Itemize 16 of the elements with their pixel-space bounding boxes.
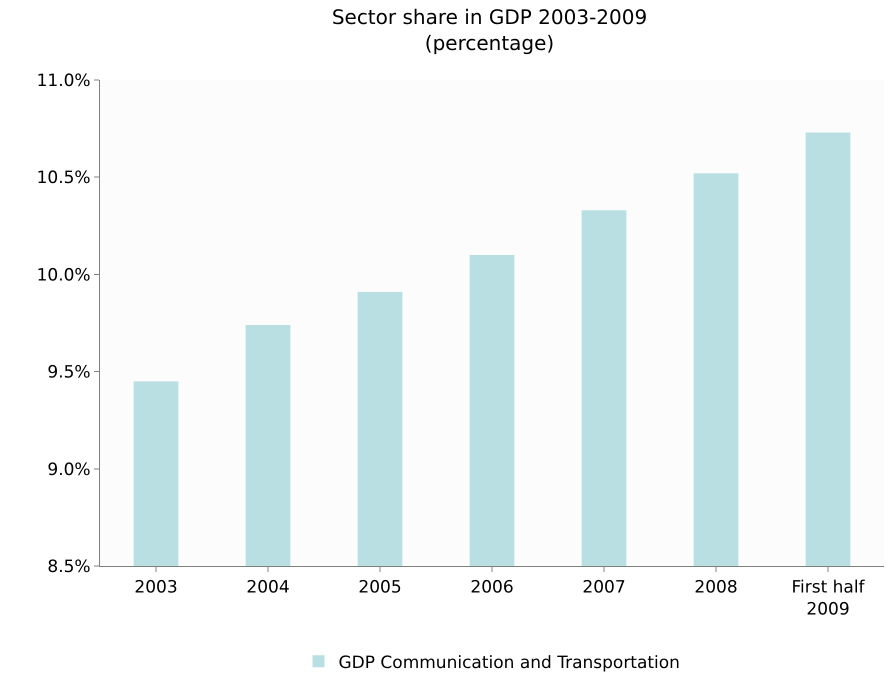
y-tick-label: 10.0% (36, 265, 91, 286)
legend-label: GDP Communication and Transportation (338, 652, 680, 673)
y-tick-label: 9.5% (47, 362, 91, 383)
x-tick-label: 2006 (470, 577, 514, 598)
y-tick-label: 10.5% (36, 168, 91, 188)
x-tick-label: 2007 (582, 577, 626, 598)
y-tick-label: 11.0% (36, 70, 91, 91)
x-tick-label: 2004 (246, 577, 290, 598)
x-tick-label: First half 2009 (791, 577, 866, 620)
y-tick-label: 9.0% (47, 460, 91, 480)
chart-title: Sector share in GDP 2003-2009 (332, 5, 648, 29)
x-tick-label: 2008 (694, 577, 738, 598)
x-tick-label: 2003 (134, 577, 178, 598)
x-tick-label: 2005 (358, 577, 402, 598)
y-tick-label: 8.5% (47, 556, 91, 577)
chart-subtitle: (percentage) (424, 31, 554, 55)
